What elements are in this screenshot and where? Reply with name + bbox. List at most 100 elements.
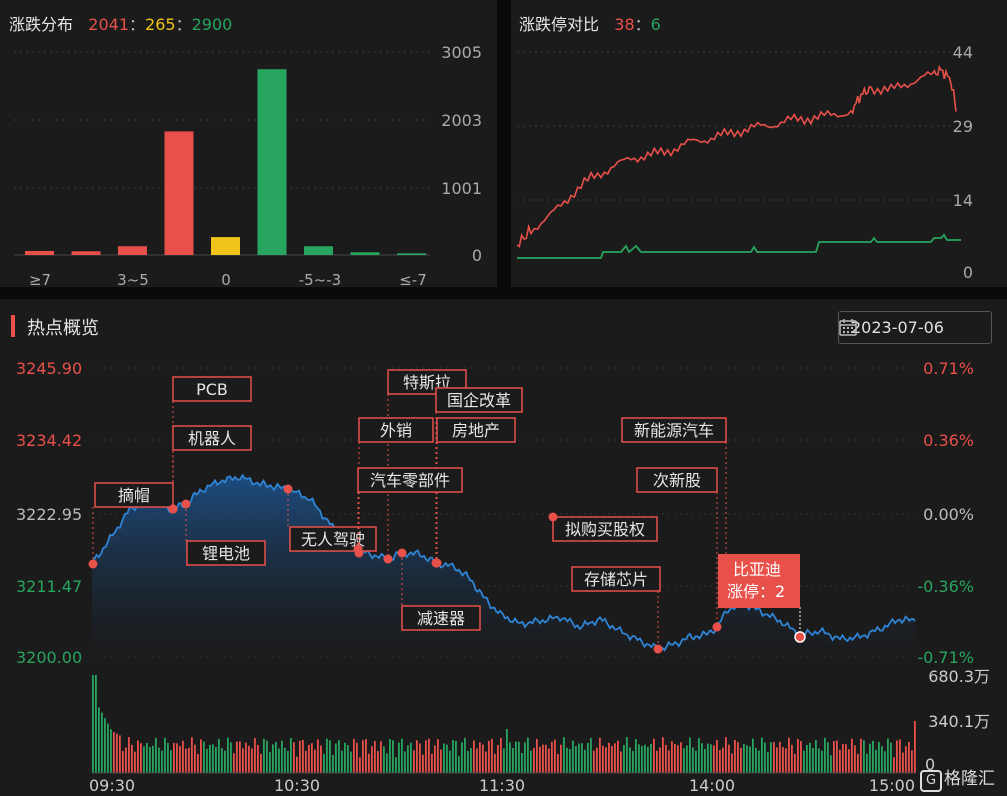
volume-bar — [335, 743, 337, 773]
volume-bar — [350, 751, 352, 773]
tag-box — [172, 425, 252, 451]
tag-box — [621, 417, 727, 443]
volume-bar — [356, 742, 358, 773]
x-tick-label: 10:30 — [274, 776, 320, 795]
volume-bar — [155, 737, 157, 773]
volume-bar — [734, 739, 736, 773]
volume-bar — [647, 746, 649, 773]
y-right-label: 0.00% — [923, 505, 974, 524]
volume-bar — [587, 742, 589, 773]
volume-bar — [542, 744, 544, 773]
volume-bar — [320, 745, 322, 773]
y-tick-label: 2003 — [441, 111, 482, 130]
distribution-chart: 3005 2003 1001 0 ≥7 3~5 0 -5~-3 ≤-7 — [14, 43, 482, 289]
volume-bar — [455, 740, 457, 773]
bar — [304, 246, 333, 255]
volume-bar — [716, 740, 718, 773]
volume-bar — [824, 737, 826, 773]
volume-bar — [608, 742, 610, 773]
volume-bar — [677, 745, 679, 773]
tag-cxg: 次新股 — [653, 471, 701, 490]
volume-bar — [518, 741, 520, 773]
volume-bar — [782, 747, 784, 773]
volume-bar — [908, 741, 910, 773]
volume-bar — [830, 755, 832, 773]
tag-box — [571, 566, 661, 592]
volume-bar — [284, 747, 286, 773]
volume-bar — [389, 739, 391, 773]
limit-up-line — [516, 64, 957, 248]
volume-bar — [623, 744, 625, 773]
volume-bar — [629, 747, 631, 773]
tooltip-box — [718, 554, 800, 608]
calendar-icon[interactable] — [839, 318, 857, 336]
volume-bar — [602, 745, 604, 773]
x-tick-label: 14:00 — [689, 776, 735, 795]
flat-count: 265 — [145, 15, 176, 34]
volume-bar — [536, 738, 538, 773]
tag-point — [548, 512, 558, 522]
volume-bar — [611, 746, 613, 773]
volume-bar — [554, 739, 556, 773]
volume-bar — [743, 744, 745, 773]
volume-bar — [596, 747, 598, 773]
x-tick-label: -5~-3 — [299, 271, 341, 289]
volume-bar — [149, 747, 151, 773]
volume-bar — [146, 742, 148, 773]
volume-bar — [605, 747, 607, 773]
volume-bar — [236, 741, 238, 773]
volume-bar — [827, 742, 829, 773]
date-picker[interactable]: 2023-07-06 — [838, 311, 992, 344]
volume-bar — [899, 739, 901, 773]
volume-bar — [209, 744, 211, 773]
up-count: 2041 — [88, 15, 129, 34]
volume-bar — [428, 738, 430, 773]
volume-bar — [437, 739, 439, 773]
tag-box — [552, 516, 658, 542]
volume-bar — [698, 738, 700, 773]
volume-bar — [557, 754, 559, 773]
volume-bar — [407, 745, 409, 773]
sep: ： — [129, 15, 146, 34]
distribution-title-text: 涨跌分布 — [9, 15, 74, 34]
volume-bar — [323, 753, 325, 773]
volume-bar — [644, 744, 646, 773]
y-right-label: -0.71% — [917, 648, 974, 667]
tag-point — [88, 559, 98, 569]
volume-bar — [758, 750, 760, 773]
volume-bar — [161, 750, 163, 773]
volume-bar — [383, 746, 385, 773]
volume-bar — [770, 742, 772, 773]
volume-bar — [263, 738, 265, 773]
volume-bar — [839, 749, 841, 773]
volume-bar — [386, 753, 388, 773]
tag-point — [353, 544, 363, 554]
volume-bar — [128, 737, 130, 773]
volume-bar — [248, 745, 250, 773]
bar — [71, 251, 101, 255]
volume-bar — [359, 757, 361, 773]
volume-bar — [404, 751, 406, 773]
volume-bar — [113, 732, 115, 773]
vol-label: 340.1万 — [928, 712, 990, 731]
volume-bar — [656, 750, 658, 773]
volume-bar — [245, 742, 247, 773]
volume-bar — [671, 741, 673, 773]
down-count: 2900 — [191, 15, 233, 34]
distribution-title: 涨跌分布 2041：265：2900 — [9, 11, 232, 35]
volume-bar — [317, 739, 319, 773]
volume-bar — [848, 749, 850, 773]
x-tick-label: 11:30 — [479, 776, 525, 795]
volume-bar — [764, 742, 766, 773]
volume-bar — [401, 738, 403, 773]
limit-up-count: 38 — [614, 15, 635, 34]
volume-bar — [560, 744, 562, 773]
volume-bar — [365, 739, 367, 773]
volume-bar — [527, 737, 529, 773]
volume-bar — [521, 752, 523, 773]
volume-bar — [791, 744, 793, 773]
bar — [25, 250, 54, 255]
volume-bar — [500, 737, 502, 773]
volume-bar — [218, 739, 220, 773]
volume-bar — [620, 751, 622, 773]
